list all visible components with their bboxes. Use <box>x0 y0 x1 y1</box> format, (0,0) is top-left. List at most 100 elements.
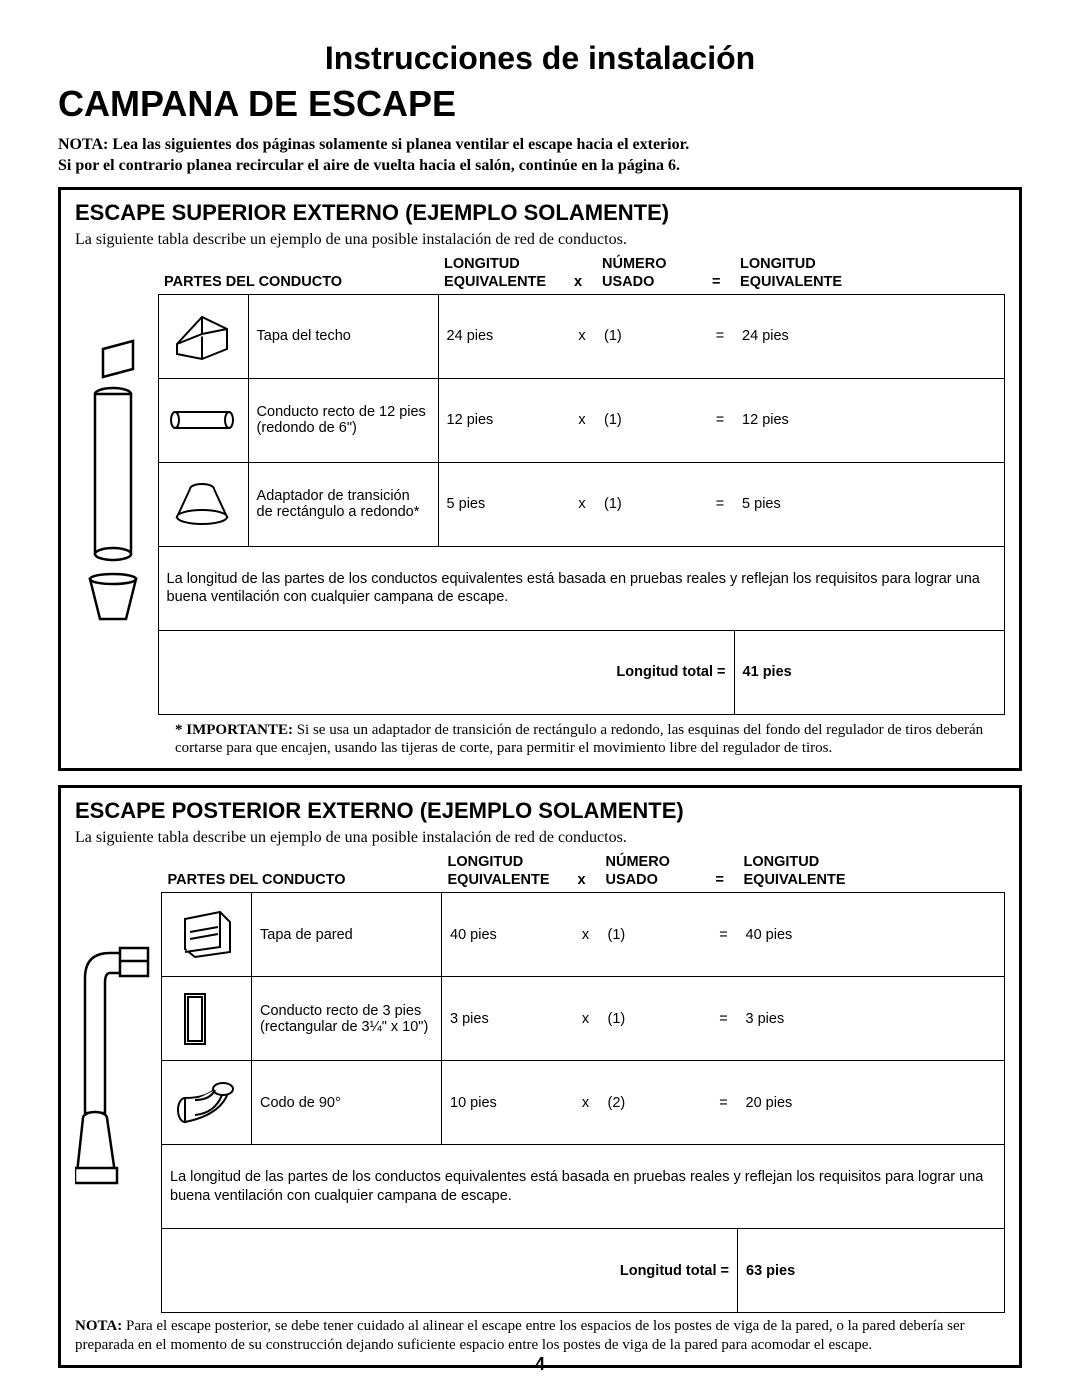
part-num: (1) <box>596 378 706 462</box>
sub-title: CAMPANA DE ESCAPE <box>58 83 1022 125</box>
part-len: 12 pies <box>438 378 568 462</box>
nota-block: NOTA: Lea las siguientes dos páginas sol… <box>58 135 1022 177</box>
table-row: Adaptador de transición de rectángulo a … <box>158 462 1004 546</box>
th-long-top: LONGITUD <box>442 852 572 870</box>
total-label: Longitud total = <box>162 1229 738 1313</box>
roof-cap-icon <box>167 309 237 364</box>
total-value: 41 pies <box>734 630 1004 714</box>
part-x: x <box>568 294 596 378</box>
part-x: x <box>568 462 596 546</box>
section1-footnote: * IMPORTANTE: Si se usa un adaptador de … <box>75 715 1005 759</box>
part-name: Tapa del techo <box>248 294 438 378</box>
th-num-top: NÚMERO <box>600 852 710 870</box>
th-x: x <box>572 870 600 893</box>
part-name: Codo de 90° <box>252 1061 442 1145</box>
part-len: 24 pies <box>438 294 568 378</box>
footnote-body: Si se usa un adaptador de transición de … <box>175 722 983 757</box>
note-row: La longitud de las partes de los conduct… <box>162 1145 1005 1229</box>
th-res-top: LONGITUD <box>738 852 1005 870</box>
part-eq: = <box>706 462 734 546</box>
total-value: 63 pies <box>738 1229 1005 1313</box>
total-row: Longitud total = 41 pies <box>158 630 1004 714</box>
th-x: x <box>568 272 596 295</box>
nota-line-2: Si por el contrario planea recircular el… <box>58 156 1022 177</box>
table-row: Conducto recto de 12 pies (redondo de 6"… <box>158 378 1004 462</box>
main-title: Instrucciones de instalación <box>58 40 1022 77</box>
transition-adapter-icon <box>167 479 237 529</box>
th-res-bot: EQUIVALENTE <box>738 870 1005 893</box>
th-long-top: LONGITUD <box>438 254 568 272</box>
part-eq: = <box>706 378 734 462</box>
section1-intro: La siguiente tabla describe un ejemplo d… <box>75 230 1005 250</box>
bottom-nota-body: Para el escape posterior, se debe tener … <box>75 1318 965 1353</box>
note-text: La longitud de las partes de los conduct… <box>162 1145 1005 1229</box>
part-num: (1) <box>600 977 710 1061</box>
th-res-top: LONGITUD <box>734 254 1004 272</box>
nota-line-1: NOTA: Lea las siguientes dos páginas sol… <box>58 135 1022 156</box>
part-num: (1) <box>596 462 706 546</box>
table-row: Conducto recto de 3 pies (rectangular de… <box>162 977 1005 1061</box>
part-len: 40 pies <box>442 893 572 977</box>
part-x: x <box>568 378 596 462</box>
side-illustration-top <box>75 254 158 715</box>
duct-assembly-top-icon <box>78 339 148 629</box>
part-res: 40 pies <box>738 893 1005 977</box>
th-eq: = <box>710 870 738 893</box>
th-long-bot: EQUIVALENTE <box>442 870 572 893</box>
total-label: Longitud total = <box>158 630 734 714</box>
part-len: 3 pies <box>442 977 572 1061</box>
duct-table-rear: LONGITUD NÚMERO LONGITUD PARTES DEL COND… <box>161 852 1005 1313</box>
part-len: 5 pies <box>438 462 568 546</box>
side-illustration-rear <box>75 852 161 1313</box>
part-num: (1) <box>600 893 710 977</box>
th-num-top: NÚMERO <box>596 254 706 272</box>
total-row: Longitud total = 63 pies <box>162 1229 1005 1313</box>
part-eq: = <box>706 294 734 378</box>
part-eq: = <box>710 977 738 1061</box>
duct-table-top: LONGITUD NÚMERO LONGITUD PARTES DEL COND… <box>158 254 1005 715</box>
part-name: Adaptador de transición de rectángulo a … <box>248 462 438 546</box>
rect-duct-icon <box>170 989 220 1049</box>
th-res-bot: EQUIVALENTE <box>734 272 1004 295</box>
section2-bottom-nota: NOTA: Para el escape posterior, se debe … <box>75 1313 1005 1355</box>
part-num: (2) <box>600 1061 710 1145</box>
page-number: 4 <box>0 1354 1080 1375</box>
part-num: (1) <box>596 294 706 378</box>
th-num-bot: USADO <box>596 272 706 295</box>
note-text: La longitud de las partes de los conduct… <box>158 546 1004 630</box>
part-len: 10 pies <box>442 1061 572 1145</box>
duct-assembly-rear-icon <box>75 943 155 1223</box>
table-row: Tapa del techo 24 pies x (1) = 24 pies <box>158 294 1004 378</box>
part-res: 24 pies <box>734 294 1004 378</box>
footnote-lead: * IMPORTANTE: <box>175 722 293 738</box>
section2-intro: La siguiente tabla describe un ejemplo d… <box>75 828 1005 848</box>
part-name: Tapa de pared <box>252 893 442 977</box>
part-res: 3 pies <box>738 977 1005 1061</box>
round-duct-icon <box>167 400 237 440</box>
part-x: x <box>572 977 600 1061</box>
elbow-90-icon <box>170 1075 240 1130</box>
part-res: 12 pies <box>734 378 1004 462</box>
part-name: Conducto recto de 3 pies (rectangular de… <box>252 977 442 1061</box>
part-name: Conducto recto de 12 pies (redondo de 6"… <box>248 378 438 462</box>
section1-heading: ESCAPE SUPERIOR EXTERNO (EJEMPLO SOLAMEN… <box>75 200 1005 226</box>
th-partes: PARTES DEL CONDUCTO <box>162 870 442 893</box>
part-res: 5 pies <box>734 462 1004 546</box>
wall-cap-icon <box>170 907 240 962</box>
th-long-bot: EQUIVALENTE <box>444 274 546 290</box>
part-eq: = <box>710 893 738 977</box>
section-escape-superior: ESCAPE SUPERIOR EXTERNO (EJEMPLO SOLAMEN… <box>58 187 1022 772</box>
th-partes: PARTES DEL CONDUCTO <box>158 272 438 295</box>
part-res: 20 pies <box>738 1061 1005 1145</box>
th-eq: = <box>706 272 734 295</box>
part-x: x <box>572 1061 600 1145</box>
table-row: Codo de 90° 10 pies x (2) = 20 pies <box>162 1061 1005 1145</box>
note-row: La longitud de las partes de los conduct… <box>158 546 1004 630</box>
bottom-nota-lead: NOTA: <box>75 1318 122 1334</box>
section-escape-posterior: ESCAPE POSTERIOR EXTERNO (EJEMPLO SOLAME… <box>58 785 1022 1368</box>
th-num-bot: USADO <box>600 870 710 893</box>
part-x: x <box>572 893 600 977</box>
part-eq: = <box>710 1061 738 1145</box>
section2-heading: ESCAPE POSTERIOR EXTERNO (EJEMPLO SOLAME… <box>75 798 1005 824</box>
table-row: Tapa de pared 40 pies x (1) = 40 pies <box>162 893 1005 977</box>
